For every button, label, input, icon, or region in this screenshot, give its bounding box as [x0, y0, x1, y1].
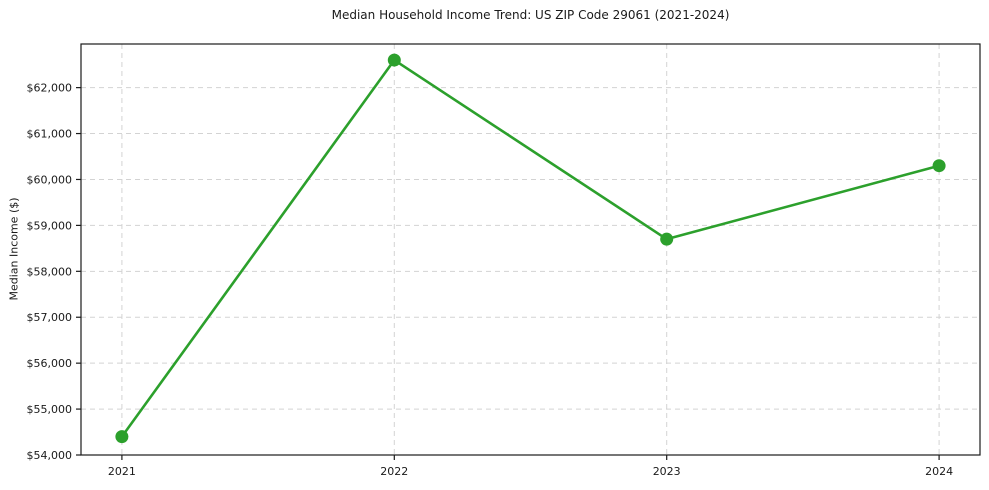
- gridlines: [81, 44, 980, 455]
- axes-spines: [80, 43, 981, 456]
- x-tick-label: 2024: [925, 465, 953, 478]
- y-tick-label: $58,000: [27, 265, 73, 278]
- y-tick-label: $60,000: [27, 173, 73, 186]
- y-tick-label: $57,000: [27, 311, 73, 324]
- data-points: [115, 53, 946, 444]
- axes: [80, 43, 981, 456]
- data-point-2021: [115, 430, 129, 444]
- y-tick-label: $62,000: [27, 82, 73, 95]
- y-tick-label: $61,000: [27, 128, 73, 141]
- tick-labels: $54,000 $55,000 $56,000 $57,000 $58,000 $59,0…: [27, 82, 954, 478]
- x-tick-label: 2022: [380, 465, 408, 478]
- line-series: [120, 58, 941, 438]
- trend-line: [120, 58, 941, 438]
- y-tick-label: $59,000: [27, 219, 73, 232]
- data-point-2022: [387, 53, 401, 67]
- data-point-2024: [932, 159, 946, 173]
- data-point-2023: [660, 232, 674, 246]
- tick-marks: [76, 87, 940, 460]
- x-tick-label: 2023: [653, 465, 681, 478]
- x-tick-label: 2021: [108, 465, 136, 478]
- y-tick-label: $56,000: [27, 357, 73, 370]
- chart-title: Median Household Income Trend: US ZIP Co…: [331, 8, 730, 22]
- y-tick-label: $54,000: [27, 449, 73, 462]
- y-tick-label: $55,000: [27, 403, 73, 416]
